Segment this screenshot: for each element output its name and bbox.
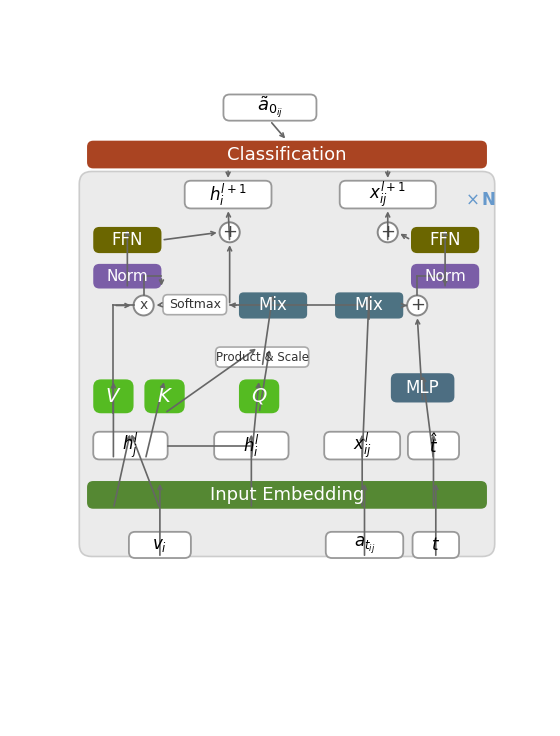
FancyBboxPatch shape bbox=[335, 292, 403, 319]
FancyBboxPatch shape bbox=[340, 181, 436, 208]
Text: $\hat{t}$: $\hat{t}$ bbox=[429, 434, 438, 457]
Text: $K$: $K$ bbox=[156, 387, 172, 406]
FancyBboxPatch shape bbox=[144, 379, 185, 413]
Text: Input Embedding: Input Embedding bbox=[210, 486, 364, 504]
FancyBboxPatch shape bbox=[324, 432, 400, 459]
Text: Classification: Classification bbox=[227, 146, 347, 163]
Text: Norm: Norm bbox=[424, 269, 466, 283]
FancyBboxPatch shape bbox=[87, 141, 487, 169]
FancyBboxPatch shape bbox=[94, 432, 167, 459]
FancyBboxPatch shape bbox=[391, 373, 454, 403]
Text: FFN: FFN bbox=[111, 231, 143, 249]
Circle shape bbox=[377, 222, 398, 242]
FancyBboxPatch shape bbox=[223, 94, 316, 121]
FancyBboxPatch shape bbox=[326, 532, 403, 558]
Text: FFN: FFN bbox=[430, 231, 461, 249]
FancyBboxPatch shape bbox=[80, 171, 494, 556]
FancyBboxPatch shape bbox=[87, 481, 487, 509]
FancyBboxPatch shape bbox=[216, 347, 309, 367]
Circle shape bbox=[133, 295, 153, 316]
Text: $V$: $V$ bbox=[105, 387, 122, 406]
Text: $v_i$: $v_i$ bbox=[152, 536, 167, 554]
FancyBboxPatch shape bbox=[413, 532, 459, 558]
FancyBboxPatch shape bbox=[411, 227, 479, 253]
Text: MLP: MLP bbox=[406, 379, 440, 397]
FancyBboxPatch shape bbox=[214, 432, 288, 459]
Text: $Q$: $Q$ bbox=[251, 386, 267, 406]
Text: $x_{ij}^{l+1}$: $x_{ij}^{l+1}$ bbox=[369, 180, 406, 209]
FancyBboxPatch shape bbox=[239, 379, 279, 413]
Text: x: x bbox=[139, 299, 148, 313]
FancyBboxPatch shape bbox=[408, 432, 459, 459]
FancyBboxPatch shape bbox=[94, 379, 133, 413]
FancyBboxPatch shape bbox=[163, 294, 227, 315]
Text: Norm: Norm bbox=[106, 269, 148, 283]
Text: $t$: $t$ bbox=[431, 536, 440, 554]
FancyBboxPatch shape bbox=[411, 264, 479, 289]
Text: $x_{ij}^l$: $x_{ij}^l$ bbox=[353, 431, 371, 460]
Text: +: + bbox=[410, 297, 424, 314]
Text: Mix: Mix bbox=[354, 297, 384, 314]
Text: $h_i^{l+1}$: $h_i^{l+1}$ bbox=[209, 182, 247, 208]
Circle shape bbox=[220, 222, 240, 242]
Text: $\tilde{a}_{0_{ij}}$: $\tilde{a}_{0_{ij}}$ bbox=[257, 95, 283, 121]
Circle shape bbox=[407, 295, 427, 316]
Text: $a_{t_{ij}}$: $a_{t_{ij}}$ bbox=[354, 534, 375, 556]
Text: +: + bbox=[380, 223, 395, 241]
Text: Mix: Mix bbox=[259, 297, 287, 314]
FancyBboxPatch shape bbox=[239, 292, 307, 319]
Text: Softmax: Softmax bbox=[169, 298, 221, 311]
FancyBboxPatch shape bbox=[94, 227, 161, 253]
Text: $\times \,\mathbf{N}$: $\times \,\mathbf{N}$ bbox=[465, 191, 496, 209]
Text: +: + bbox=[222, 223, 237, 241]
Text: $h_i^l$: $h_i^l$ bbox=[243, 433, 260, 459]
Text: $h_j^l$: $h_j^l$ bbox=[122, 431, 139, 460]
FancyBboxPatch shape bbox=[129, 532, 191, 558]
Text: Product & Scale: Product & Scale bbox=[216, 350, 309, 364]
FancyBboxPatch shape bbox=[185, 181, 272, 208]
FancyBboxPatch shape bbox=[94, 264, 161, 289]
